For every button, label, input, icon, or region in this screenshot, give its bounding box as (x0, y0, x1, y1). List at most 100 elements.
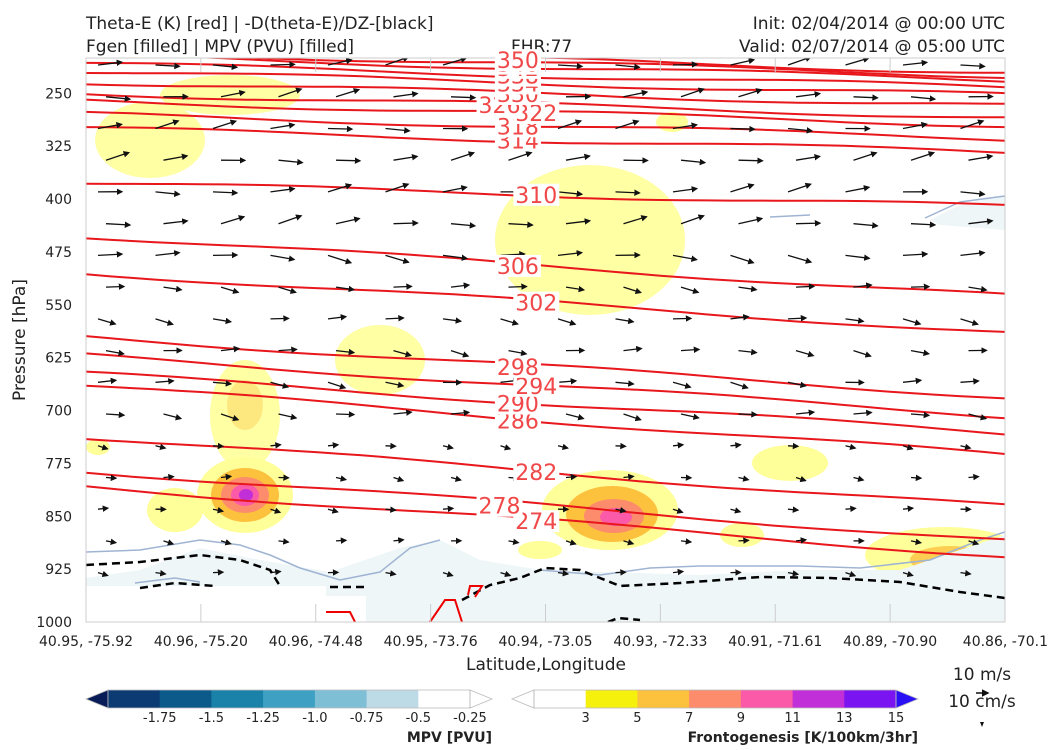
y-tick-label: 925 (45, 562, 72, 578)
wind-vector (738, 475, 750, 482)
theta-e-contour (86, 110, 1005, 142)
wind-vector (672, 442, 685, 449)
wind-vector (450, 222, 477, 229)
wind-vector (327, 381, 347, 390)
wind-vector (557, 378, 578, 385)
theta-e-label-bg (513, 183, 560, 206)
wind-vector (220, 345, 241, 353)
wind-vector (270, 381, 290, 389)
wind-vector (615, 119, 640, 130)
wind-vector (155, 443, 167, 451)
colorbar-swatch (263, 690, 316, 708)
wind-vector (910, 538, 923, 546)
wind-vector (680, 413, 700, 420)
wind-vector (105, 283, 126, 290)
wind-vector (105, 349, 125, 357)
wind-vector (270, 442, 282, 449)
theta-e-label: 298 (497, 356, 539, 381)
colorbar-swatch (585, 690, 638, 708)
theta-e-label: 294 (515, 375, 557, 400)
x-tick-label: 40.95, -73.76 (384, 634, 478, 650)
y-tick-label: 850 (45, 509, 72, 525)
wind-vector (787, 442, 800, 450)
mpv-colorbar-title: MPV [PVU] (407, 730, 492, 746)
wind-vector (730, 58, 756, 66)
wind-vector (442, 317, 463, 324)
wind-vector (615, 380, 635, 387)
wind-vector (105, 95, 132, 102)
colorbar-tick-label: -1.25 (246, 711, 280, 726)
wind-vector (672, 315, 693, 322)
wind-vector (738, 216, 764, 225)
wind-vector (212, 380, 233, 387)
x-tick-label: 40.86, -70.1 (963, 634, 1048, 650)
wind-vector (960, 570, 972, 577)
wind-vector (163, 285, 183, 293)
stability-contour (86, 553, 282, 587)
wind-vector (450, 94, 477, 101)
wind-vector (968, 285, 988, 293)
wind-vector (623, 413, 642, 422)
wind-vector (853, 222, 879, 229)
wind-vector (910, 95, 937, 102)
wind-vector (393, 219, 419, 227)
wind-vector (968, 539, 980, 546)
wind-vector (500, 570, 512, 578)
wind-vector (738, 537, 750, 544)
wind-vector (960, 318, 979, 326)
wind-vector (97, 318, 117, 326)
wind-vector (557, 119, 583, 130)
stability-contours (86, 553, 1005, 622)
wind-vector (795, 154, 821, 161)
wind-vector (557, 318, 577, 326)
theta-e-label: 278 (479, 495, 521, 520)
wind-vector (155, 378, 175, 385)
x-axis-label: Latitude,Longitude (466, 655, 626, 675)
colorbar-swatch (534, 690, 587, 708)
wind-vector (278, 413, 298, 421)
y-tick-label: 625 (45, 351, 72, 367)
wind-vector (730, 381, 749, 390)
wind-vector (845, 570, 857, 578)
y-tick-label: 400 (45, 192, 72, 208)
wind-vector (508, 349, 528, 357)
wind-vector (565, 218, 592, 225)
wind-vector (212, 189, 239, 196)
wind-vector (557, 570, 570, 577)
wind-vector (787, 254, 813, 264)
wind-vector (97, 122, 123, 130)
wind-vector (212, 119, 238, 130)
wind-vector (393, 349, 413, 358)
wind-vector (680, 158, 707, 166)
theta-e-label: 306 (497, 255, 539, 280)
theta-e-contour (86, 126, 1005, 154)
wind-vector (795, 283, 816, 290)
wind-vector (327, 254, 353, 265)
wind-vector (97, 570, 109, 578)
wind-vector (155, 119, 180, 130)
wind-vector (672, 61, 699, 68)
wind-vector (155, 318, 174, 326)
title-left-line1: Theta-E (K) [red] | -D(theta-E)/DZ-[blac… (86, 14, 434, 34)
theta-e-labels: 2742782822862902942983023063103143183223… (476, 49, 560, 535)
y-tick-label: 325 (45, 139, 72, 155)
wind-vector (910, 151, 936, 161)
wind-vector (450, 282, 471, 289)
wind-vector (902, 121, 928, 130)
mpv-contour (769, 214, 811, 218)
colorbar-swatch (689, 690, 742, 708)
wind-vector (557, 190, 584, 198)
theta-e-contour (467, 585, 484, 598)
wind-vector (960, 119, 985, 130)
colorbar-tick-label: -1.5 (199, 711, 224, 726)
colorbar-frame (107, 689, 471, 709)
y-tick-label: 550 (45, 298, 72, 314)
wind-vector (393, 409, 413, 416)
wind-vector (623, 473, 635, 481)
wind-vector (508, 151, 533, 161)
theta-e-label-bg (494, 392, 541, 415)
fgen-region (752, 445, 828, 481)
wind-vector (853, 94, 879, 101)
wind-vector (845, 58, 870, 66)
fgen-region (518, 541, 562, 559)
